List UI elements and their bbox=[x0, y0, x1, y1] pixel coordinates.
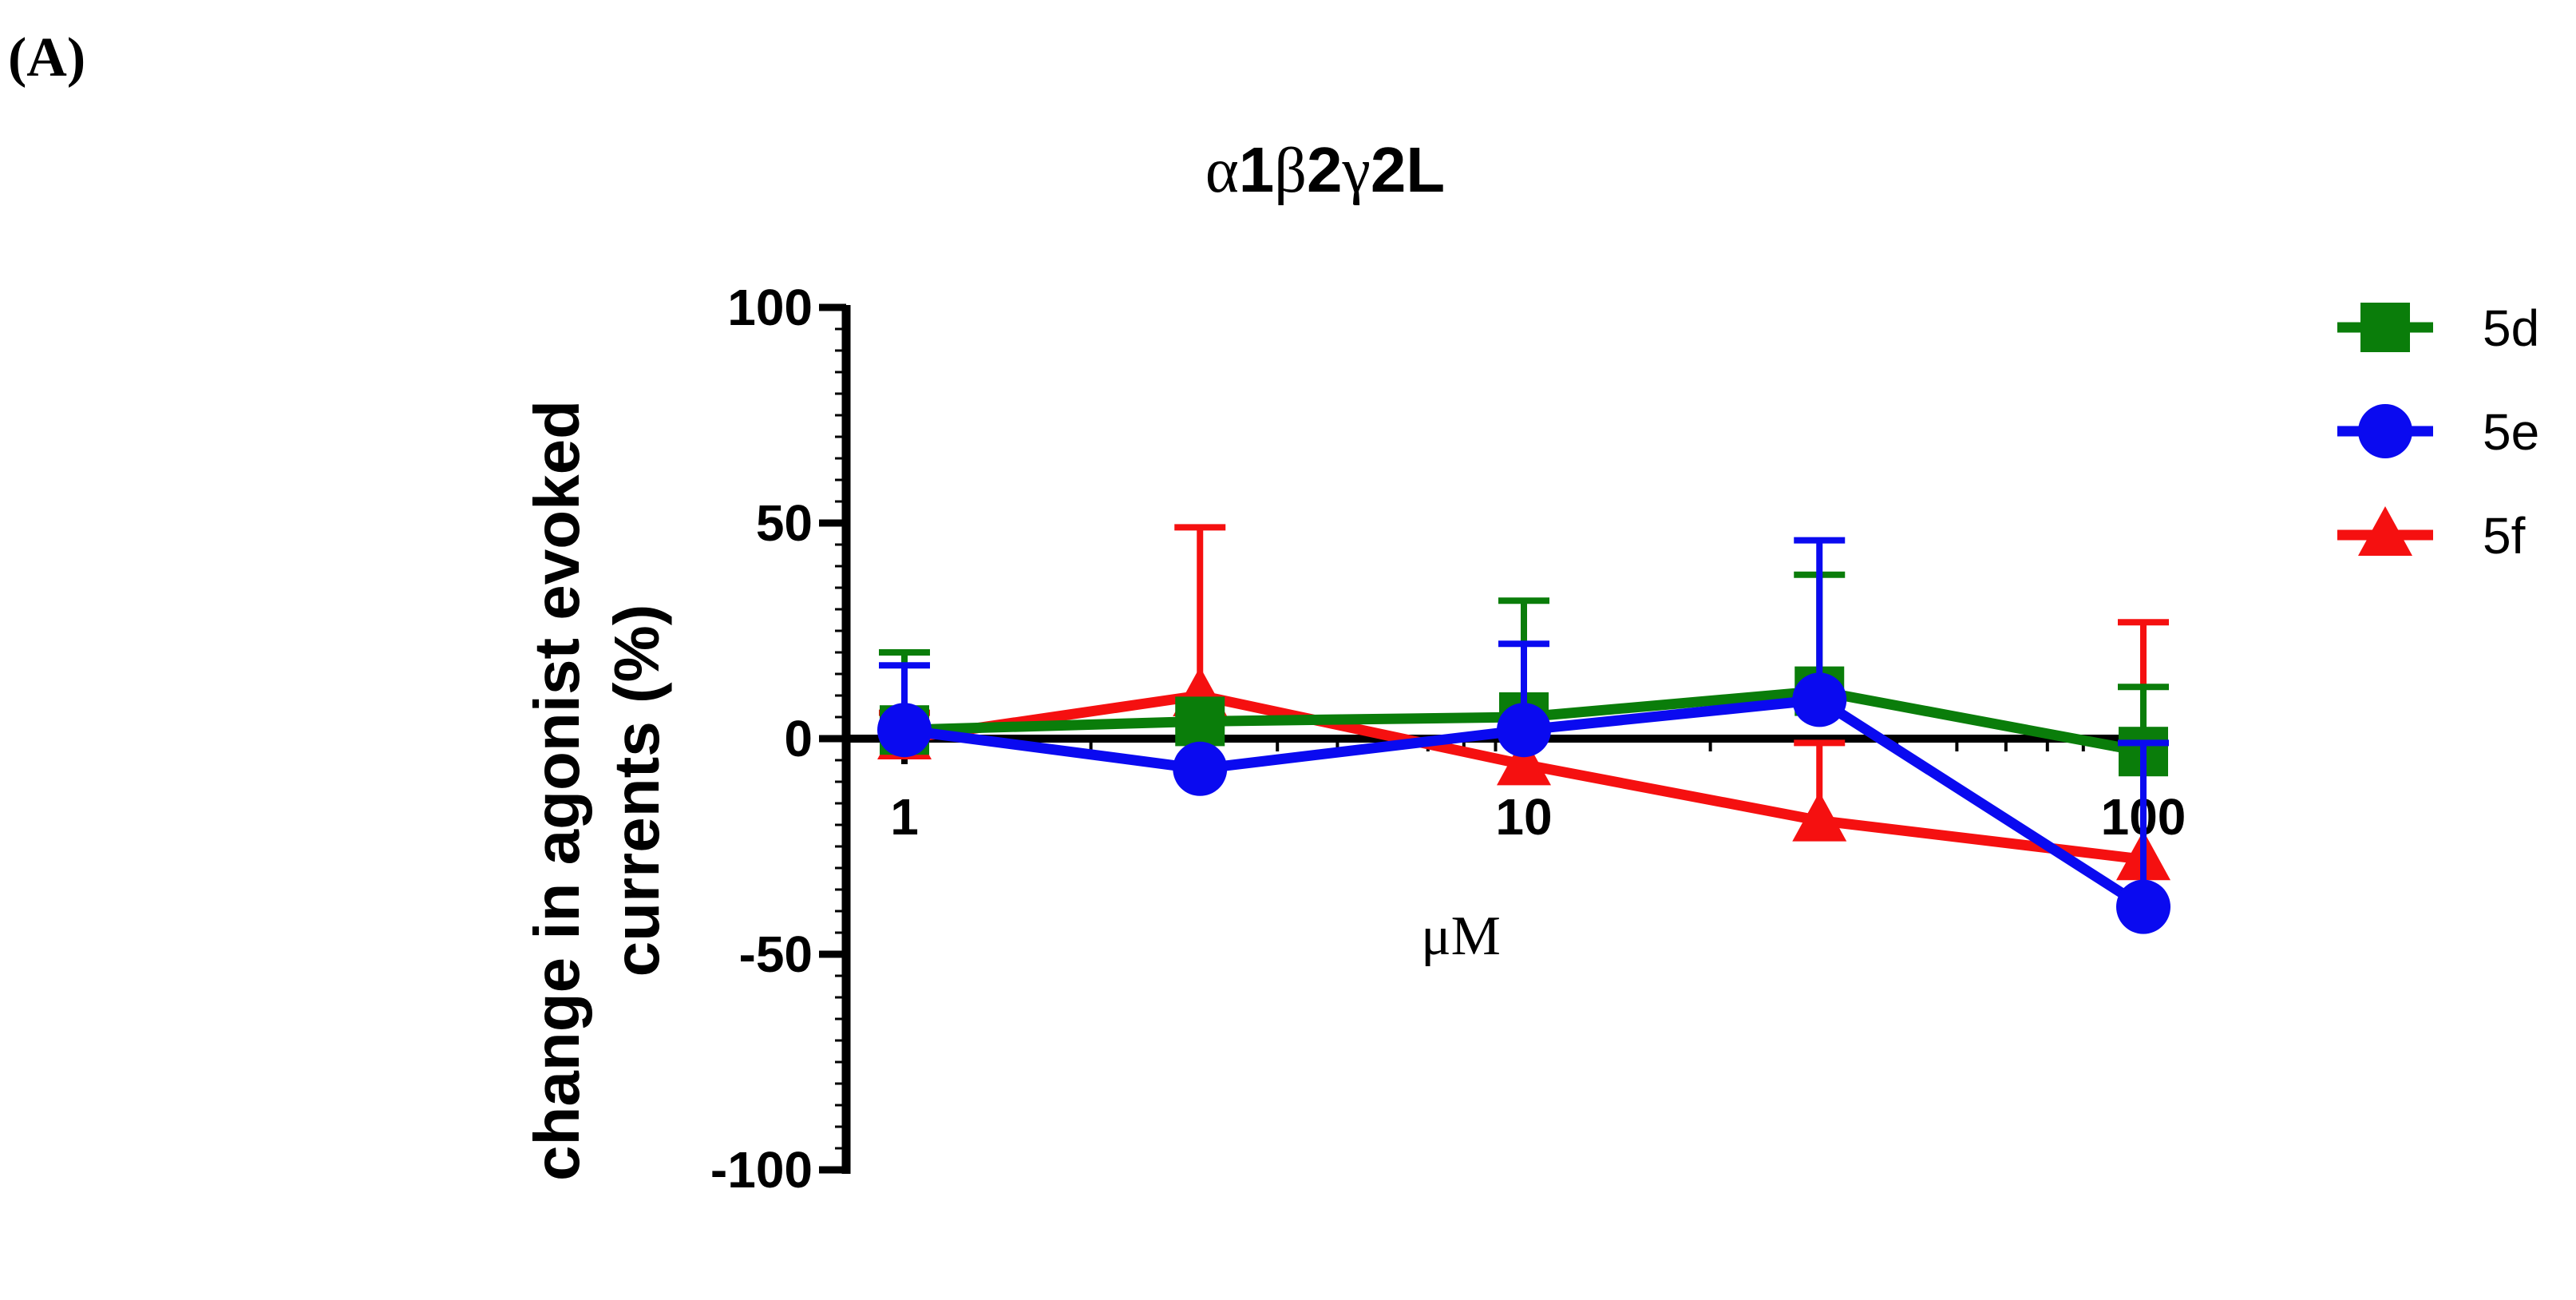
y-tick-label: 0 bbox=[784, 710, 813, 767]
marker-5d bbox=[1175, 696, 1225, 747]
title-subunit-alpha: 1 bbox=[1239, 134, 1275, 205]
legend-label-5f: 5f bbox=[2483, 507, 2526, 565]
legend-entry-5d: 5d bbox=[2337, 299, 2539, 357]
legend-entry-5e: 5e bbox=[2337, 403, 2539, 461]
y-axis-label-line2: currents (%) bbox=[601, 604, 672, 977]
title-gamma: γ bbox=[1341, 136, 1370, 206]
y-tick-label: -100 bbox=[710, 1141, 813, 1199]
title-alpha: α bbox=[1205, 136, 1239, 206]
marker-5f bbox=[1792, 791, 1847, 842]
legend-marker-5d bbox=[2360, 303, 2410, 352]
legend-label-5e: 5e bbox=[2483, 403, 2539, 461]
plot-area bbox=[877, 524, 2170, 934]
x-tick-label: 10 bbox=[1495, 788, 1552, 846]
marker-5e bbox=[1173, 741, 1228, 796]
y-tick-label: 100 bbox=[727, 279, 813, 336]
legend: 5d 5e 5f bbox=[2337, 299, 2539, 565]
y-tick-label: 50 bbox=[756, 494, 813, 552]
y-axis-label: change in agonist evoked currents (%) bbox=[521, 400, 672, 1181]
x-axis-label: μM bbox=[1421, 906, 1501, 967]
marker-5e bbox=[1497, 703, 1551, 758]
legend-marker-5e bbox=[2358, 404, 2412, 458]
legend-entry-5f: 5f bbox=[2337, 506, 2526, 565]
x-tick-label: 1 bbox=[890, 788, 919, 846]
title-beta: β bbox=[1274, 136, 1307, 206]
legend-marker-5f bbox=[2358, 506, 2412, 556]
title-subunit-beta: 2 bbox=[1307, 134, 1343, 205]
panel-label: (A) bbox=[8, 27, 85, 89]
title-subunit-gamma: 2L bbox=[1371, 134, 1445, 205]
legend-label-5d: 5d bbox=[2483, 299, 2539, 357]
chart-title: α1β2γ2L bbox=[1205, 134, 1445, 206]
y-tick-label: -50 bbox=[739, 925, 813, 983]
marker-5e bbox=[2116, 879, 2170, 934]
marker-5e bbox=[1792, 672, 1847, 727]
marker-5e bbox=[877, 703, 932, 758]
y-axis-label-line1: change in agonist evoked bbox=[521, 400, 592, 1181]
marker-5f bbox=[1497, 735, 1551, 786]
series-5e bbox=[877, 537, 2170, 934]
